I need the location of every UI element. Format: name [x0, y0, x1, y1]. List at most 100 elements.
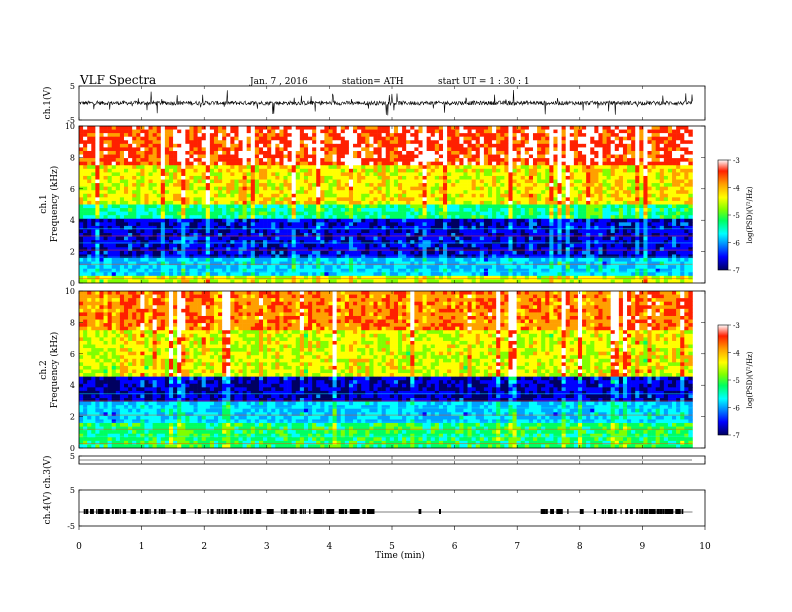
- spectrogram-cell: [238, 161, 243, 166]
- spectrogram-cell: [549, 126, 554, 130]
- spectrogram-cell: [95, 172, 100, 177]
- spectrogram-cell: [291, 186, 297, 191]
- spectrogram-cell: [258, 229, 264, 234]
- spectrogram-cell: [230, 154, 235, 159]
- spectrogram-cell: [148, 179, 153, 184]
- spectrogram-cell: [328, 215, 333, 220]
- spectrogram-cell: [467, 165, 472, 170]
- spectrogram-cell: [528, 133, 534, 138]
- spectrogram-cell: [553, 218, 558, 223]
- spectrogram-cell: [279, 218, 284, 223]
- spectrogram-cell: [132, 197, 137, 202]
- spectrogram-cell: [426, 133, 432, 138]
- spectrogram-cell: [528, 154, 534, 159]
- spectrogram-cell: [508, 233, 513, 237]
- spectrogram-cell: [107, 200, 113, 205]
- spectrogram-cell: [430, 190, 436, 195]
- spectrogram-cell: [430, 215, 436, 220]
- spectrogram-cell: [156, 229, 162, 234]
- spectrogram-cell: [344, 186, 350, 191]
- spectrogram-cell: [287, 222, 292, 227]
- spectrogram-cell: [197, 236, 202, 241]
- spectrogram-cell: [631, 222, 636, 227]
- spectrogram-cell: [512, 193, 517, 198]
- spectrogram-cell: [193, 168, 198, 173]
- spectrogram-cell: [348, 200, 354, 205]
- spectrogram-cell: [496, 161, 501, 166]
- spectrogram-cell: [438, 190, 444, 195]
- spectrogram-cell: [537, 229, 542, 234]
- spectrogram-cell: [79, 165, 84, 170]
- spectrogram-cell: [168, 204, 174, 209]
- spectrogram-cell: [185, 236, 190, 241]
- spectrogram-cell: [303, 165, 309, 170]
- spectrogram-cell: [348, 229, 354, 234]
- spectrogram-cell: [308, 240, 313, 245]
- spectrogram-cell: [295, 183, 301, 187]
- spectrogram-cell: [177, 233, 182, 237]
- spectrogram-cell: [667, 150, 673, 155]
- spectrogram-cell: [385, 143, 391, 148]
- spectrogram-cell: [459, 165, 464, 170]
- spectrogram-cell: [95, 197, 100, 202]
- spectrogram-cell: [152, 229, 158, 234]
- spectrogram-cell: [549, 168, 554, 173]
- spectrogram-cell: [422, 211, 427, 216]
- spectrogram-cell: [365, 204, 370, 209]
- spectrogram-cell: [385, 168, 391, 173]
- spectrogram-cell: [496, 236, 501, 241]
- spectrogram-cell: [602, 150, 607, 155]
- spectrogram-cell: [213, 179, 219, 184]
- spectrogram-cell: [479, 150, 485, 155]
- spectrogram-cell: [111, 168, 117, 173]
- spectrogram-cell: [267, 208, 272, 212]
- spectrogram-cell: [635, 168, 640, 173]
- spectrogram-cell: [643, 136, 648, 141]
- spectrogram-cell: [99, 168, 104, 173]
- spectrogram-cell: [610, 161, 616, 166]
- spectrogram-cell: [87, 161, 92, 166]
- spectrogram-cell: [156, 168, 162, 173]
- spectrogram-cell: [328, 193, 333, 198]
- spectrogram-cell: [512, 186, 517, 191]
- spectrogram-cell: [524, 143, 530, 148]
- spectrogram-cell: [320, 215, 325, 220]
- spectrogram-cell: [132, 190, 137, 195]
- spectrogram-cell: [430, 183, 436, 187]
- spectrogram-cell: [119, 158, 125, 162]
- spectrogram-cell: [344, 179, 350, 184]
- spectrogram-cell: [627, 208, 632, 212]
- spectrogram-cell: [643, 236, 648, 241]
- spectrogram-cell: [168, 158, 174, 162]
- spectrogram-cell: [381, 186, 387, 191]
- spectrogram-cell: [91, 186, 96, 191]
- spectrogram-cell: [263, 143, 268, 148]
- spectrogram-cell: [500, 197, 505, 202]
- spectrogram-cell: [373, 147, 378, 152]
- spectrogram-cell: [573, 215, 579, 220]
- spectrogram-cell: [201, 186, 207, 191]
- spectrogram-cell: [344, 222, 350, 227]
- spectrogram-cell: [144, 208, 149, 212]
- spectrogram-cell: [144, 236, 149, 241]
- spectrogram-cell: [299, 136, 305, 141]
- spectrogram-cell: [663, 126, 669, 130]
- spectrogram-cell: [295, 236, 301, 241]
- spectrogram-cell: [659, 229, 665, 234]
- spectrogram-cell: [160, 129, 166, 134]
- spectrogram-cell: [508, 136, 513, 141]
- spectrogram-cell: [279, 175, 284, 180]
- spectrogram-cell: [185, 222, 190, 227]
- spectrogram-cell: [667, 215, 673, 220]
- spectrogram-cell: [602, 165, 607, 170]
- spectrogram-cell: [569, 158, 575, 162]
- spectrogram-cell: [434, 175, 440, 180]
- spectrogram-cell: [549, 143, 554, 148]
- spectrogram-cell: [479, 229, 485, 234]
- spectrogram-cell: [672, 158, 677, 162]
- spectrogram-cell: [308, 165, 313, 170]
- spectrogram-cell: [590, 126, 595, 130]
- spectrogram-cell: [107, 158, 113, 162]
- spectrogram-cell: [173, 143, 178, 148]
- spectrogram-cell: [230, 158, 235, 162]
